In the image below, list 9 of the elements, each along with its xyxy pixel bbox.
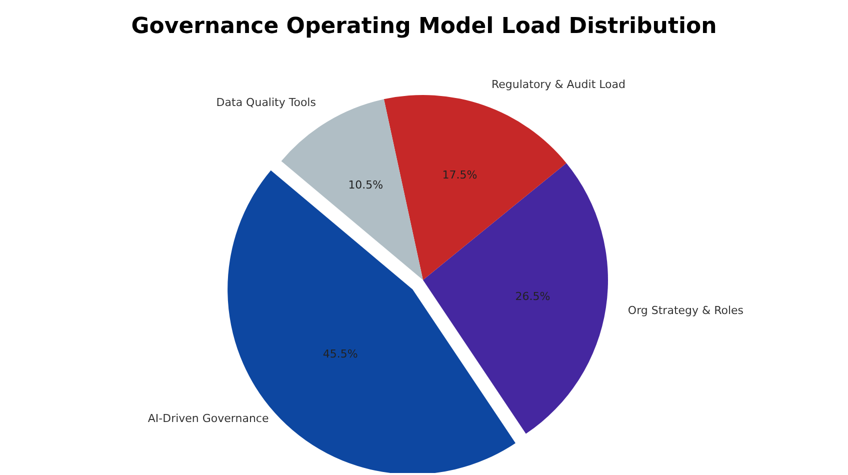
slice-label: AI-Driven Governance	[148, 412, 269, 425]
chart-title: Governance Operating Model Load Distribution	[130, 13, 718, 41]
data-label: 26.5%	[515, 290, 550, 303]
slice-label: Org Strategy & Roles	[628, 304, 744, 318]
data-label: 45.5%	[322, 348, 358, 361]
data-label: 10.5%	[348, 178, 384, 192]
slice-label: Data Quality Tools	[216, 96, 316, 110]
slice-label: Regulatory & Audit Load	[491, 78, 626, 91]
data-label: 17.5%	[442, 168, 478, 182]
